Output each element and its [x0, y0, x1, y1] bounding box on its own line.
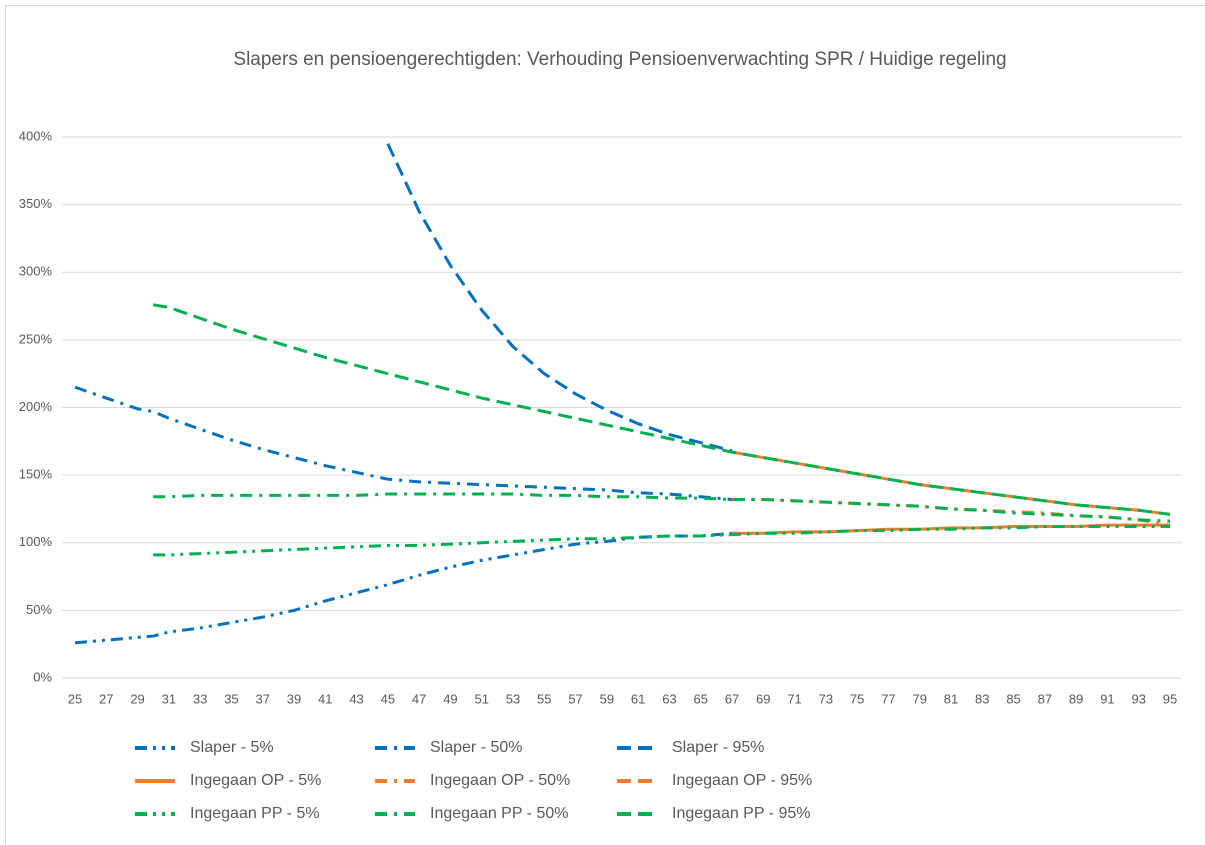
x-tick-label: 59	[600, 691, 614, 706]
y-tick-label: 250%	[19, 331, 53, 346]
x-tick-label: 93	[1131, 691, 1145, 706]
series-line	[152, 303, 1171, 516]
series-line	[74, 385, 733, 501]
x-tick-label: 57	[568, 691, 582, 706]
series-line	[386, 143, 733, 453]
chart-title: Slapers en pensioengerechtigden: Verhoud…	[233, 49, 1006, 70]
series-line	[732, 497, 1171, 527]
x-tick-label: 37	[255, 691, 269, 706]
x-tick-label: 71	[787, 691, 801, 706]
y-tick-label: 150%	[19, 467, 53, 482]
x-tick-label: 41	[318, 691, 332, 706]
x-tick-label: 51	[474, 691, 488, 706]
legend-label: Ingegaan PP - 95%	[672, 805, 810, 822]
x-tick-label: 89	[1069, 691, 1083, 706]
series-line	[74, 531, 733, 645]
x-tick-label: 55	[537, 691, 551, 706]
y-tick-label: 300%	[19, 264, 53, 279]
x-tick-label: 77	[881, 691, 895, 706]
x-tick-label: 33	[193, 691, 207, 706]
series-line	[153, 525, 1170, 557]
x-tick-label: 73	[819, 691, 833, 706]
x-tick-label: 47	[412, 691, 426, 706]
x-tick-label: 83	[975, 691, 989, 706]
x-tick-label: 69	[756, 691, 770, 706]
y-tick-label: 350%	[19, 196, 53, 211]
x-tick-label: 53	[506, 691, 520, 706]
legend-label: Slaper - 95%	[672, 739, 765, 756]
y-tick-label: 400%	[19, 128, 53, 143]
legend-label: Ingegaan PP - 50%	[430, 805, 568, 822]
x-tick-label: 45	[381, 691, 395, 706]
x-tick-label: 35	[224, 691, 238, 706]
y-tick-label: 100%	[19, 534, 53, 549]
x-tick-label: 43	[349, 691, 363, 706]
y-tick-label: 0%	[33, 669, 52, 684]
legend-label: Slaper - 50%	[430, 739, 523, 756]
x-tick-label: 87	[1038, 691, 1052, 706]
x-tick-label: 75	[850, 691, 864, 706]
x-tick-label: 95	[1163, 691, 1177, 706]
x-tick-label: 61	[631, 691, 645, 706]
x-tick-label: 49	[443, 691, 457, 706]
x-tick-label: 91	[1100, 691, 1114, 706]
x-tick-label: 25	[68, 691, 82, 706]
x-tick-label: 67	[725, 691, 739, 706]
legend-label: Ingegaan PP - 5%	[190, 805, 320, 822]
y-tick-label: 200%	[19, 399, 53, 414]
x-tick-label: 29	[130, 691, 144, 706]
x-tick-label: 39	[287, 691, 301, 706]
x-tick-label: 85	[1006, 691, 1020, 706]
legend-label: Ingegaan OP - 5%	[190, 772, 321, 789]
legend-label: Ingegaan OP - 95%	[672, 772, 812, 789]
x-tick-label: 79	[912, 691, 926, 706]
series-line	[731, 450, 1171, 516]
x-tick-label: 63	[662, 691, 676, 706]
legend-label: Slaper - 5%	[190, 739, 274, 756]
x-tick-label: 81	[944, 691, 958, 706]
x-tick-label: 31	[162, 691, 176, 706]
series-line	[153, 492, 1171, 523]
chart-frame	[5, 5, 1205, 845]
x-tick-label: 65	[693, 691, 707, 706]
x-tick-label: 27	[99, 691, 113, 706]
y-tick-label: 50%	[26, 602, 52, 617]
legend-label: Ingegaan OP - 50%	[430, 772, 570, 789]
